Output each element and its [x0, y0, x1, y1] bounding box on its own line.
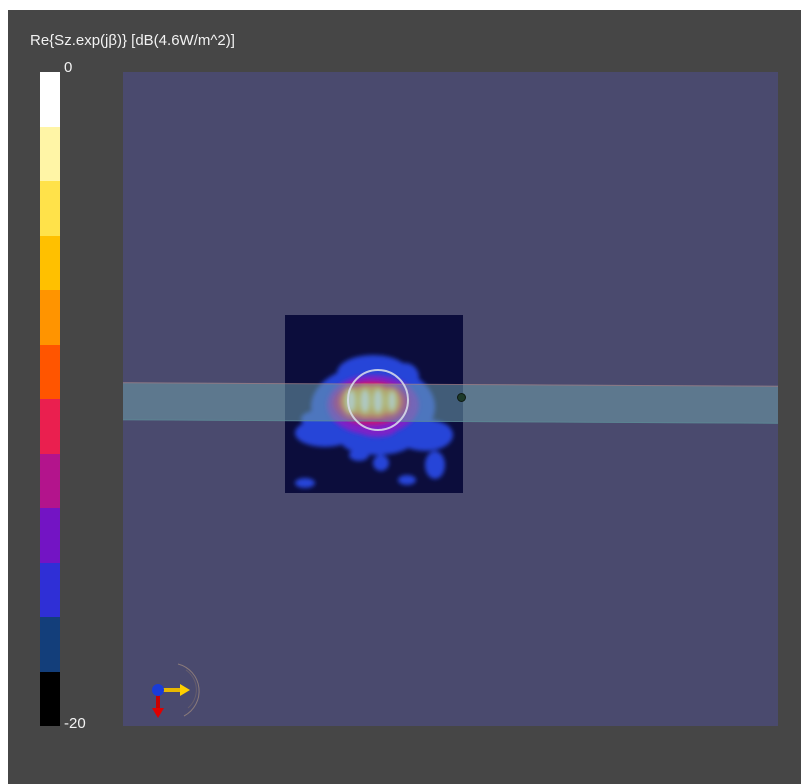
- colorbar-swatch: [40, 72, 60, 127]
- colorbar-min-label: -20: [64, 715, 86, 732]
- colorbar: [40, 72, 60, 726]
- colorbar-swatch: [40, 181, 60, 236]
- resonator-outline: [347, 369, 409, 431]
- colorbar-swatch: [40, 453, 60, 508]
- colorbar-swatch: [40, 399, 60, 454]
- colorbar-swatch: [40, 562, 60, 617]
- waveguide-slab: [123, 382, 778, 424]
- colorbar-swatch: [40, 617, 60, 672]
- colorbar-title: Re{Sz.exp(jβ)} [dB(4.6W/m^2)]: [30, 32, 235, 49]
- colorbar-swatch: [40, 126, 60, 181]
- colorbar-swatch: [40, 235, 60, 290]
- colorbar-swatch: [40, 344, 60, 399]
- colorbar-swatch: [40, 671, 60, 726]
- axis-triad-icon[interactable]: [146, 660, 206, 720]
- colorbar-swatch: [40, 290, 60, 345]
- 3d-viewport[interactable]: [123, 72, 778, 726]
- colorbar-swatch: [40, 508, 60, 563]
- colorbar-max-label: 0: [64, 59, 73, 76]
- probe-marker: [457, 393, 466, 402]
